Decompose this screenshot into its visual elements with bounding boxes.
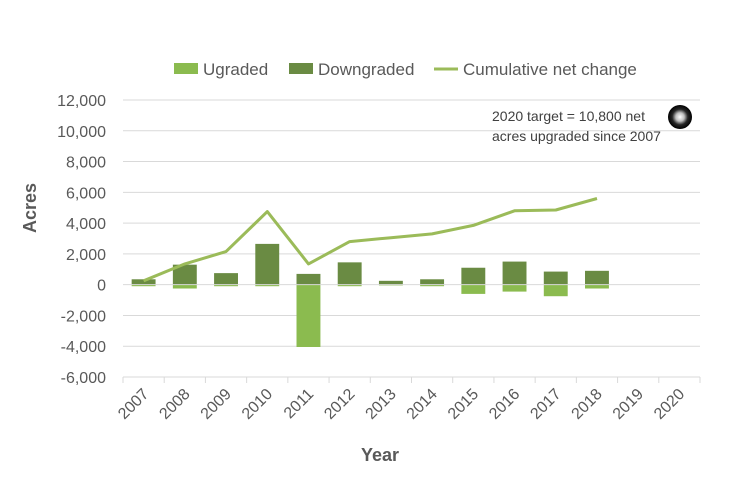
y-axis-ticks: -6,000 -4,000 -2,000 0 2,000 4,000 6,000 8,000 1…: [57, 93, 106, 387]
annotation-line-1: 2020 target = 10,800 net: [492, 108, 645, 124]
y-axis-title: Acres: [20, 183, 40, 233]
bar-ugraded: [461, 284, 486, 294]
line-layer: [143, 197, 598, 283]
x-tick-label: 2010: [239, 386, 276, 423]
bar-downgraded: [502, 261, 527, 285]
legend-label-downgraded: Downgraded: [318, 60, 414, 79]
y-tick-label: -6,000: [61, 370, 106, 387]
bar-downgraded: [337, 262, 362, 285]
x-tick-label: 2017: [527, 386, 564, 423]
x-axis-title: Year: [361, 445, 399, 465]
y-tick-label: 2,000: [66, 247, 106, 264]
x-tick-label: 2014: [404, 386, 441, 423]
legend-label-ugraded: Ugraded: [203, 60, 268, 79]
legend-swatch-downgraded: [289, 63, 313, 74]
x-tick-label: 2008: [156, 386, 193, 423]
line-cumulative-net-change: [143, 197, 598, 283]
bars: [131, 243, 609, 347]
x-tick-label: 2011: [281, 386, 317, 422]
legend-swatch-ugraded: [174, 63, 198, 74]
y-tick-label: 0: [97, 278, 106, 295]
x-tick-label: 2020: [651, 386, 688, 423]
bar-downgraded: [461, 267, 486, 285]
x-tick-label: 2012: [321, 386, 358, 423]
y-tick-label: 8,000: [66, 155, 106, 172]
y-tick-label: 12,000: [57, 93, 106, 110]
bar-downgraded: [255, 243, 280, 285]
x-tick-label: 2013: [363, 386, 400, 423]
bar-ugraded: [543, 284, 568, 297]
y-tick-label: 6,000: [66, 185, 106, 202]
y-tick-label: -2,000: [61, 308, 106, 325]
y-tick-label: -4,000: [61, 339, 106, 356]
bar-ugraded: [337, 284, 362, 287]
bar-downgraded: [296, 273, 321, 285]
x-tick-label: 2015: [445, 386, 482, 423]
x-tick-label: 2016: [486, 386, 523, 423]
bar-downgraded: [585, 270, 609, 285]
x-tick-label: 2018: [569, 386, 606, 423]
target-icon: [668, 105, 692, 129]
y-tick-label: 10,000: [57, 124, 106, 141]
x-axis-ticks: 2007 2008 2009 2010 2011 2012 2013 2014 2015 2016…: [115, 386, 688, 423]
x-tick-label: 2009: [198, 386, 235, 423]
bar-ugraded: [172, 284, 197, 289]
bar-downgraded: [214, 273, 238, 285]
legend: Ugraded Downgraded Cumulative net change: [174, 60, 637, 79]
bar-downgraded: [543, 271, 568, 285]
bar-ugraded: [585, 284, 609, 289]
annotation: 2020 target = 10,800 net acres upgraded …: [492, 108, 661, 144]
x-axis: [122, 284, 701, 383]
bar-downgraded: [378, 280, 403, 285]
bar-ugraded: [420, 284, 445, 287]
y-tick-label: 4,000: [66, 216, 106, 233]
bar-ugraded: [214, 284, 238, 287]
bar-downgraded: [172, 264, 197, 285]
legend-label-cumulative: Cumulative net change: [463, 60, 637, 79]
bar-ugraded: [255, 284, 280, 287]
bar-downgraded: [420, 279, 445, 285]
bar-ugraded: [131, 284, 156, 287]
bar-downgraded: [131, 279, 156, 285]
bar-ugraded: [296, 284, 321, 347]
x-tick-label: 2007: [115, 386, 152, 423]
bar-ugraded: [502, 284, 527, 292]
annotation-line-2: acres upgraded since 2007: [492, 128, 661, 144]
x-tick-label: 2019: [610, 386, 647, 423]
